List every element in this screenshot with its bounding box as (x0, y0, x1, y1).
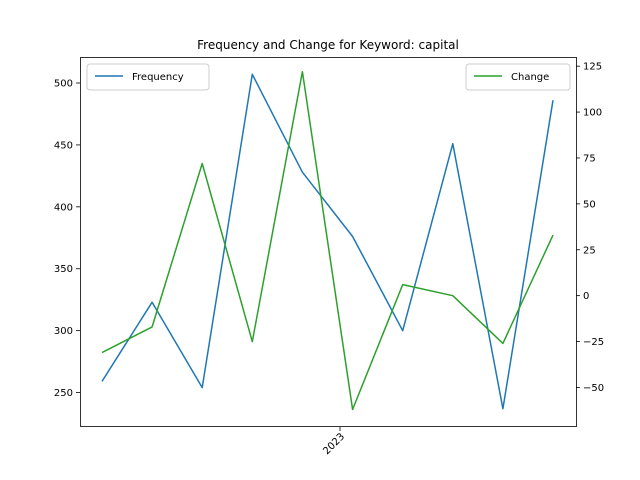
right-tick-label: 50 (583, 199, 596, 210)
right-tick-label: 0 (583, 291, 589, 302)
left-tick-label: 250 (54, 388, 73, 399)
left-tick-label: 350 (54, 264, 73, 275)
left-tick-label: 400 (54, 202, 73, 213)
legend-change: Change (465, 63, 571, 91)
legend-frequency-label: Frequency (132, 72, 184, 83)
left-tick-label: 300 (54, 326, 73, 337)
right-tick-label: 100 (583, 108, 602, 119)
left-tick-label: 450 (54, 140, 73, 151)
right-y-axis: −50 −25 0 25 50 75 100 125 (576, 62, 604, 394)
series-line-change (101, 70, 554, 411)
right-tick-label: 25 (583, 245, 596, 256)
right-tick-label: −25 (583, 337, 604, 348)
right-tick-label: 75 (583, 153, 596, 164)
legend-change-label: Change (511, 72, 549, 83)
x-tick-label: 2023 (321, 431, 347, 457)
legend-frequency: Frequency (86, 63, 210, 91)
plot-frame (80, 57, 577, 427)
right-tick-label: −50 (583, 383, 604, 394)
chart-title: Frequency and Change for Keyword: capita… (197, 38, 459, 52)
x-axis: 2023 (321, 427, 347, 457)
left-tick-label: 500 (54, 79, 73, 90)
right-tick-label: 125 (583, 62, 602, 73)
series-line-frequency (101, 73, 554, 410)
left-y-axis: 250 300 350 400 450 500 (54, 79, 80, 399)
series-lines (101, 70, 554, 411)
